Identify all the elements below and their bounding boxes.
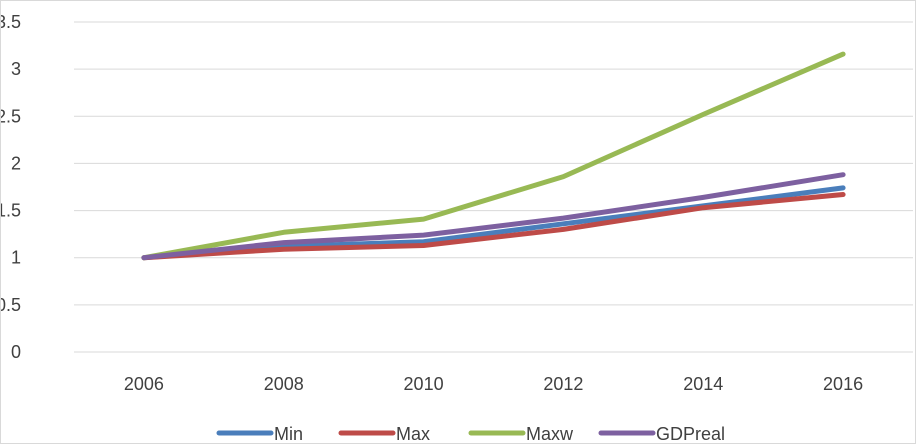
legend-label-gdpreal: GDPreal [656, 424, 725, 444]
series-lines [141, 51, 846, 261]
series-line-max [141, 192, 846, 261]
y-tick-label: 3.5 [1, 12, 21, 32]
y-tick-label: 1.5 [1, 201, 21, 221]
y-tick-label: 0 [11, 342, 21, 362]
y-tick-label: 2.5 [1, 106, 21, 126]
x-tick-label: 2012 [543, 374, 583, 394]
legend-label-maxw: Maxw [526, 424, 574, 444]
gridlines [74, 21, 913, 353]
x-tick-label: 2010 [404, 374, 444, 394]
legend-label-max: Max [396, 424, 430, 444]
x-tick-label: 2014 [683, 374, 723, 394]
legend-label-min: Min [274, 424, 303, 444]
y-axis-tick-labels: 0 0.5 1 1.5 2 2.5 3 3.5 [1, 12, 21, 362]
y-tick-label: 2 [11, 153, 21, 173]
y-tick-label: 0.5 [1, 295, 21, 315]
series-line-gdpreal [141, 172, 846, 261]
x-tick-label: 2016 [823, 374, 863, 394]
y-tick-label: 3 [11, 59, 21, 79]
y-tick-label: 1 [11, 248, 21, 268]
series-line-maxw [141, 51, 846, 261]
x-axis-tick-labels: 2006 2008 2010 2012 2014 2016 [124, 374, 863, 394]
legend: Min Max Maxw GDPreal [216, 424, 725, 444]
x-tick-label: 2008 [264, 374, 304, 394]
x-tick-label: 2006 [124, 374, 164, 394]
